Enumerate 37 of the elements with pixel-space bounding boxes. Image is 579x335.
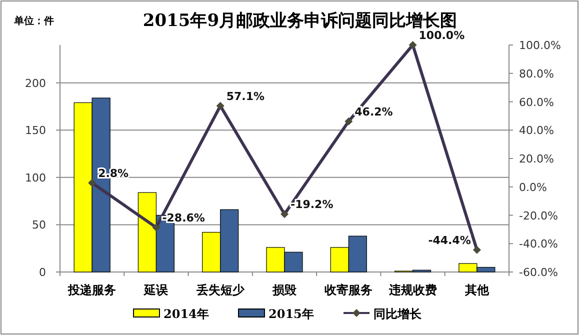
y2-tick-label: -60.0% <box>519 266 558 279</box>
y2-tick-label: 20.0% <box>519 152 554 166</box>
y-tick-label: 200 <box>25 76 46 90</box>
y-tick-label: 150 <box>25 124 46 138</box>
legend-label: 2015年 <box>268 307 314 321</box>
y2-tick-label: 80.0% <box>519 67 554 80</box>
point <box>88 178 96 187</box>
point <box>408 41 417 49</box>
point <box>344 117 353 126</box>
y2-tick-label: 0.0% <box>519 180 547 194</box>
x-tick-label: 违规收费 <box>388 283 437 297</box>
y-tick-label: 100 <box>25 171 46 184</box>
y2-tick-label: 100.0% <box>519 39 561 52</box>
y2-tick-label: 40.0% <box>519 124 554 138</box>
x-tick-label: 其他 <box>464 283 490 297</box>
y2-tick-label: -20.0% <box>519 209 558 222</box>
chart-title: 2015年9月邮政业务申诉问题同比增长图 <box>142 11 458 31</box>
y-tick-label: 50 <box>32 218 46 232</box>
y2-tick-label: -40.0% <box>519 238 558 251</box>
x-tick-label: 丢失短少 <box>195 283 246 297</box>
point <box>280 210 288 218</box>
x-tick-label: 收寄服务 <box>324 283 373 297</box>
data-label: 100.0% <box>418 29 465 42</box>
data-label: -19.2% <box>290 198 334 212</box>
data-label: -44.4% <box>428 234 471 247</box>
legend-label: 2014年 <box>164 307 209 321</box>
x-tick-label: 延误 <box>143 283 170 297</box>
legend-label: 同比增长 <box>374 307 422 321</box>
y2-tick-label: 60.0% <box>519 96 554 109</box>
data-label: 57.1% <box>226 90 265 103</box>
point <box>152 223 160 232</box>
point <box>472 246 481 254</box>
x-tick-label: 损毁 <box>272 283 298 297</box>
text: 单位：件 <box>13 15 54 27</box>
point <box>216 102 224 110</box>
y-tick-label: 0 <box>39 266 46 279</box>
x-tick-label: 投递服务 <box>67 283 116 297</box>
